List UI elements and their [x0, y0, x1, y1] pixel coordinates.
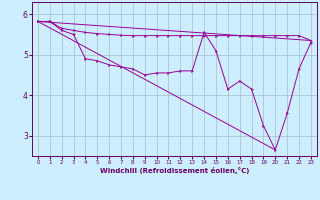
- X-axis label: Windchill (Refroidissement éolien,°C): Windchill (Refroidissement éolien,°C): [100, 167, 249, 174]
